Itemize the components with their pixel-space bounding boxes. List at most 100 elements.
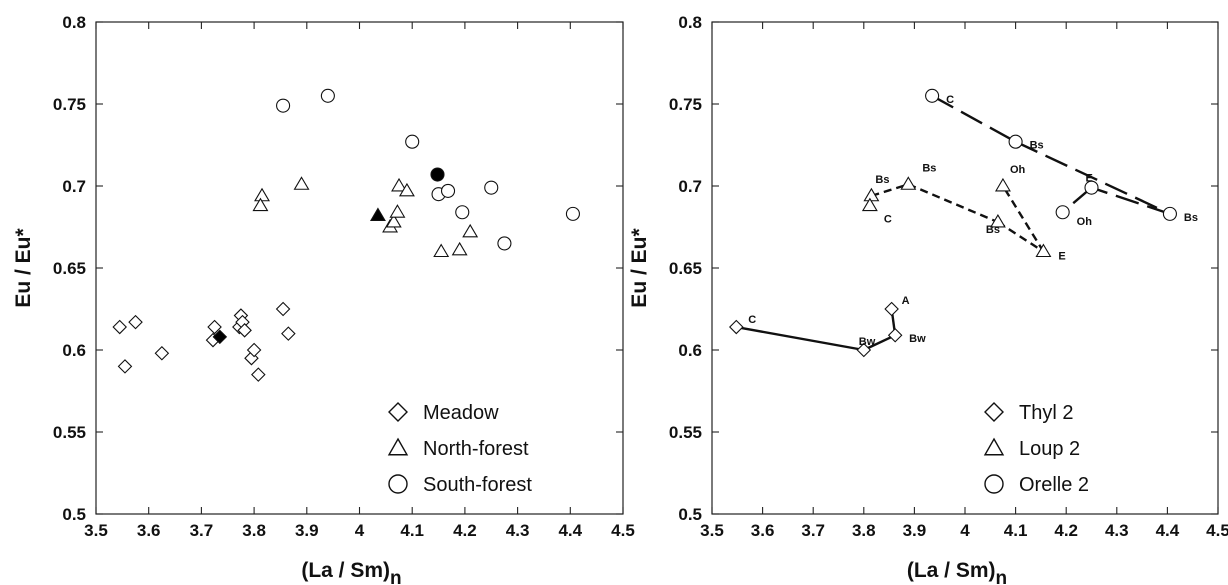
- x-tick-label: 4.5: [611, 521, 635, 540]
- x-tick-label: 3.9: [295, 521, 319, 540]
- diamond-point: [112, 319, 127, 335]
- legend-circle-icon: [388, 474, 408, 494]
- triangle-point: [462, 223, 479, 238]
- y-tick-label: 0.7: [62, 177, 86, 196]
- legend-triangle-icon: [983, 437, 1005, 456]
- legend-circle-icon: [984, 474, 1004, 494]
- point-label: Bw: [909, 333, 926, 345]
- diamond-point: [275, 301, 291, 317]
- legend: Thyl 2 Loup 2 Orelle 2: [983, 402, 1089, 496]
- legend-triangle-icon: [387, 437, 409, 456]
- x-tick-label: 4: [355, 521, 365, 540]
- point-label: Bs: [986, 224, 1000, 236]
- y-tick-label: 0.8: [678, 13, 702, 32]
- point-label: Bs: [875, 174, 889, 186]
- legend-label: North-forest: [423, 438, 529, 460]
- triangle-point: [451, 241, 468, 256]
- plot-frame: [95, 21, 624, 515]
- x-axis-title-subscript: n: [996, 568, 1008, 585]
- x-tick-label: 4.3: [1105, 521, 1129, 540]
- series-diamond: C Bw Bw A: [729, 295, 926, 358]
- x-tick-label: 4.1: [1004, 521, 1028, 540]
- y-tick-label: 0.5: [678, 505, 702, 524]
- x-tick-label: 4: [960, 521, 970, 540]
- circle-point: [440, 183, 456, 198]
- diamond-point: [154, 346, 170, 361]
- x-tick-label: 3.6: [751, 521, 775, 540]
- y-tick-label: 0.55: [53, 423, 86, 442]
- y-tick-label: 0.8: [62, 13, 86, 32]
- circle-point: [320, 88, 335, 103]
- circle-point: [497, 236, 512, 251]
- diamond-mean-point: [212, 329, 228, 345]
- x-tick-label: 4.5: [1206, 521, 1228, 540]
- point-label: Bs: [922, 162, 936, 174]
- triangle-point: [293, 176, 310, 190]
- diamond-point: [207, 319, 222, 335]
- point-label: A: [902, 295, 910, 307]
- circle-point: [1162, 206, 1177, 221]
- diamond-point: [281, 326, 296, 341]
- series-connector-triangle: [997, 221, 1045, 253]
- circle-point: [565, 206, 580, 221]
- point-label: Bw: [859, 336, 876, 348]
- x-tick-label: 4.4: [558, 521, 582, 540]
- legend-diamond-icon: [984, 402, 1004, 422]
- plot-frame: [711, 21, 1219, 515]
- circle-point: [405, 134, 420, 149]
- x-tick-label: 3.5: [700, 521, 724, 540]
- triangle-point: [861, 197, 878, 212]
- point-label: Oh: [1077, 216, 1093, 228]
- x-axis-title-text: (La / Sm): [907, 559, 996, 582]
- circle-point: [1008, 134, 1023, 149]
- series-triangle: Bs C Bs Bs E Oh: [861, 162, 1066, 263]
- x-axis-title-subscript: n: [390, 568, 402, 585]
- chart-panel-1: 3.5 3.6 3.7 3.8 3.9 4 4.1 4.2 4.3 4.4 4.5 0.5 0.55 0.…: [12, 13, 635, 585]
- legend-label: South-forest: [423, 474, 532, 496]
- series-connector-triangle: [907, 183, 999, 224]
- point-label: C: [884, 214, 892, 226]
- y-tick-label: 0.55: [669, 423, 702, 442]
- x-tick-label: 4.2: [1054, 521, 1078, 540]
- circle-mean-point: [430, 167, 445, 182]
- point-label: C: [946, 94, 954, 106]
- circle-point: [276, 98, 291, 113]
- circle-point: [1084, 180, 1099, 195]
- series-connector-diamond: [736, 325, 865, 352]
- triangle-mean-point: [369, 207, 386, 221]
- diamond-point: [887, 327, 903, 343]
- triangle-point: [391, 177, 407, 192]
- x-tick-label: 3.6: [137, 521, 161, 540]
- circle-point: [1055, 205, 1070, 220]
- series-circle: [276, 88, 580, 251]
- diamond-point: [884, 301, 899, 317]
- diamond-point: [251, 367, 266, 382]
- triangle-point: [994, 177, 1011, 192]
- triangle-point: [989, 213, 1006, 228]
- circle-point: [484, 180, 499, 195]
- legend-label: Thyl 2: [1019, 402, 1073, 424]
- chart-panel-2: 3.5 3.6 3.7 3.8 3.9 4 4.1 4.2 4.3 4.4 4.5 0.5 0.55 0.…: [628, 13, 1228, 585]
- x-tick-label: 4.1: [400, 521, 424, 540]
- point-label: E: [1058, 251, 1065, 263]
- x-tick-label: 3.7: [801, 521, 825, 540]
- x-tick-label: 3.8: [852, 521, 876, 540]
- y-tick-label: 0.75: [669, 95, 702, 114]
- x-tick-label: 4.4: [1156, 521, 1180, 540]
- triangle-point: [254, 187, 270, 202]
- y-tick-label: 0.6: [678, 341, 702, 360]
- triangle-point: [900, 176, 917, 190]
- legend-label: Meadow: [423, 402, 499, 424]
- diamond-point: [856, 342, 872, 358]
- diamond-point: [246, 342, 262, 358]
- y-tick-label: 0.65: [53, 259, 86, 278]
- triangle-point: [433, 243, 450, 258]
- series-connector-circle: [931, 94, 1017, 143]
- series-circle: C Bs Bs E Oh: [925, 88, 1198, 228]
- y-tick-label: 0.65: [669, 259, 702, 278]
- legend-diamond-icon: [388, 402, 408, 422]
- legend: Meadow North-forest South-forest: [387, 402, 532, 496]
- y-tick-label: 0.5: [62, 505, 86, 524]
- point-label: Bs: [1184, 212, 1198, 224]
